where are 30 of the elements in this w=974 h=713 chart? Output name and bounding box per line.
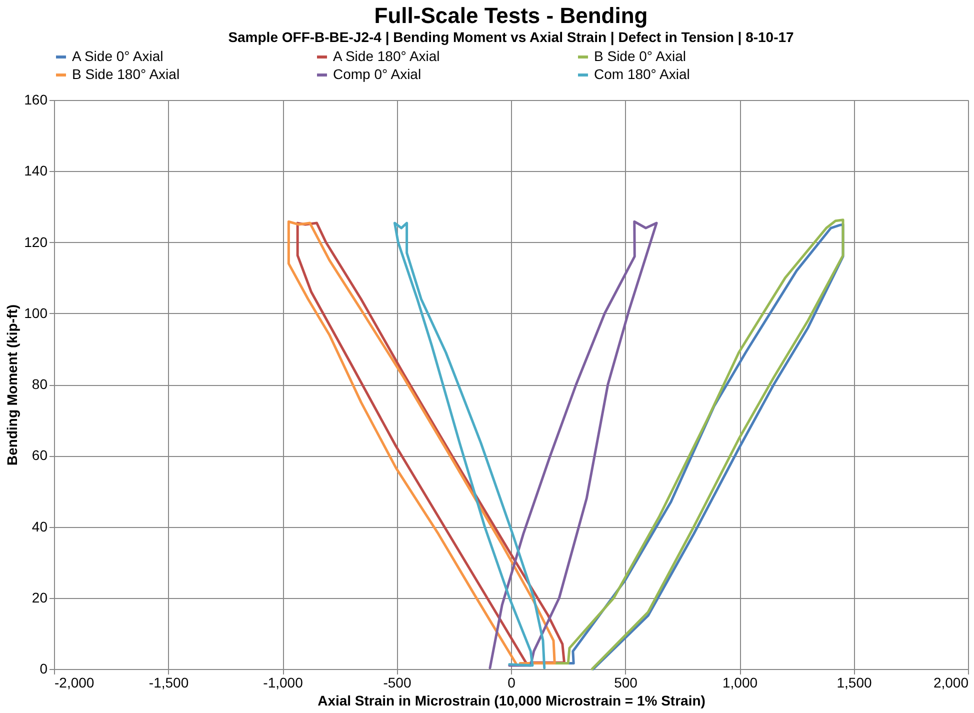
y-tick-label: 160 — [24, 92, 48, 108]
legend-label: B Side 180° Axial — [72, 66, 180, 82]
y-tick-label: 120 — [24, 234, 48, 250]
x-axis-title: Axial Strain in Microstrain (10,000 Microstrain = 1% Strain) — [318, 692, 706, 708]
y-axis-title: Bending Moment (kip-ft) — [4, 304, 20, 466]
x-tick-label: -1,000 — [263, 674, 304, 690]
chart-title: Full-Scale Tests - Bending — [374, 3, 648, 28]
x-tick-label: 0 — [508, 674, 516, 690]
legend-label: Comp 0° Axial — [333, 66, 422, 82]
legend-label: Com 180° Axial — [594, 66, 690, 82]
x-tick-label: 1,000 — [722, 674, 758, 690]
y-tick-label: 60 — [32, 447, 48, 464]
line-series — [488, 220, 658, 670]
x-tick-label: 1,500 — [836, 674, 872, 690]
y-tick-label: 100 — [24, 304, 48, 321]
legend-label: A Side 0° Axial — [72, 48, 164, 64]
line-series — [393, 222, 546, 670]
y-tick-label: 0 — [40, 660, 48, 676]
x-tick-label: 500 — [614, 674, 638, 690]
y-tick-label: 20 — [32, 589, 48, 606]
y-tick-label: 40 — [32, 518, 48, 534]
y-tick-label: 80 — [32, 376, 48, 392]
y-tick-label: 140 — [24, 162, 48, 179]
x-tick-label: -1,500 — [148, 674, 189, 690]
x-tick-label: -2,000 — [54, 674, 94, 690]
legend-label: B Side 0° Axial — [594, 48, 686, 64]
x-tick-label: 2,000 — [933, 674, 969, 690]
legend-label: A Side 180° Axial — [333, 48, 440, 64]
chart-subtitle: Sample OFF-B-BE-J2-4 | Bending Moment vs Axial Strain | Defect in Tension | 8-10-17 — [228, 29, 794, 46]
x-tick-label: -500 — [383, 674, 412, 690]
